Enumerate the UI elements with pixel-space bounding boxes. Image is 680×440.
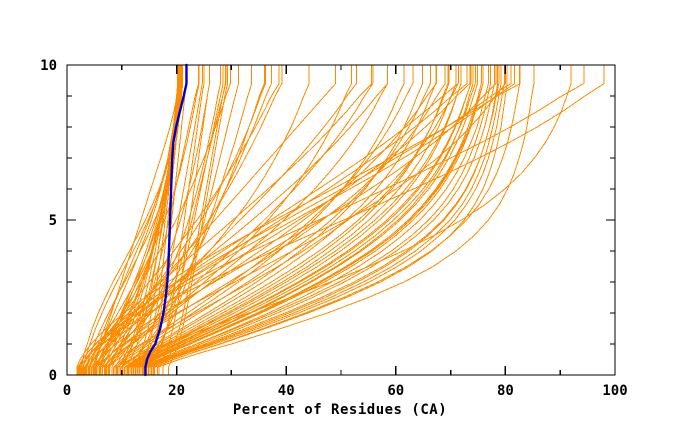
curve-prediction-89 [148, 64, 224, 376]
curve-prediction-74 [151, 64, 205, 376]
curve-prediction-43 [150, 64, 505, 376]
curve-prediction-36 [114, 64, 405, 376]
curve-prediction-63 [91, 64, 497, 376]
curve-prediction-77 [122, 64, 200, 376]
curve-prediction-53 [137, 64, 484, 376]
x-tick-label: 80 [497, 383, 514, 399]
curve-prediction-86 [95, 64, 283, 376]
data-curves [76, 63, 605, 377]
curve-prediction-84 [118, 64, 265, 376]
curve-prediction-69 [77, 64, 585, 376]
y-tick-labels: 0 5 10 [40, 58, 57, 384]
curve-prediction-90 [137, 64, 227, 376]
y-tick-label: 10 [40, 58, 57, 74]
curve-prediction-45 [138, 64, 484, 376]
curve-prediction-41 [144, 64, 495, 376]
curve-prediction-46 [135, 64, 474, 376]
curve-prediction-49 [120, 64, 424, 376]
axes [66, 64, 616, 376]
curve-prediction-79 [107, 64, 210, 376]
x-tick-label: 20 [168, 383, 185, 399]
curve-prediction-66 [80, 64, 516, 376]
curve-prediction-78 [99, 64, 200, 376]
curve-prediction-52 [145, 64, 500, 376]
x-tick-label: 0 [63, 383, 71, 399]
x-tick-labels: 0 20 40 60 80 100 [63, 383, 628, 399]
curve-prediction-87 [86, 64, 280, 376]
curve-prediction-23 [103, 64, 374, 376]
curve-prediction-83 [127, 64, 253, 376]
curve-prediction-73 [154, 64, 521, 376]
curve-prediction-34 [131, 64, 472, 376]
curve-prediction-60 [108, 64, 459, 376]
curve-prediction-56 [88, 64, 389, 376]
x-tick-label: 100 [602, 383, 627, 399]
curve-prediction-68 [76, 64, 521, 376]
curve-prediction-38 [100, 64, 310, 376]
x-tick-label: 60 [387, 383, 404, 399]
curve-prediction-72 [156, 64, 535, 376]
curve-prediction-55 [126, 64, 457, 376]
curve-prediction-28 [127, 64, 462, 376]
curve-prediction-44 [142, 64, 492, 376]
curve-prediction-25 [113, 64, 414, 376]
curve-prediction-47 [129, 64, 462, 376]
x-axis-label: Percent of Residues (CA) [232, 402, 448, 418]
curve-prediction-24 [107, 64, 389, 376]
y-tick-label: 5 [49, 213, 57, 229]
curve-prediction-76 [158, 64, 210, 376]
y-tick-label: 0 [49, 368, 57, 384]
curve-prediction-85 [104, 64, 272, 376]
curve-prediction-80 [114, 64, 221, 376]
curve-prediction-71 [115, 64, 572, 376]
curve-prediction-61 [84, 64, 468, 376]
curve-target-model-blue [144, 63, 188, 377]
curve-prediction-65 [87, 64, 471, 376]
curve-prediction-88 [167, 64, 229, 376]
curve-prediction-30 [136, 64, 478, 376]
x-tick-label: 40 [278, 383, 295, 399]
